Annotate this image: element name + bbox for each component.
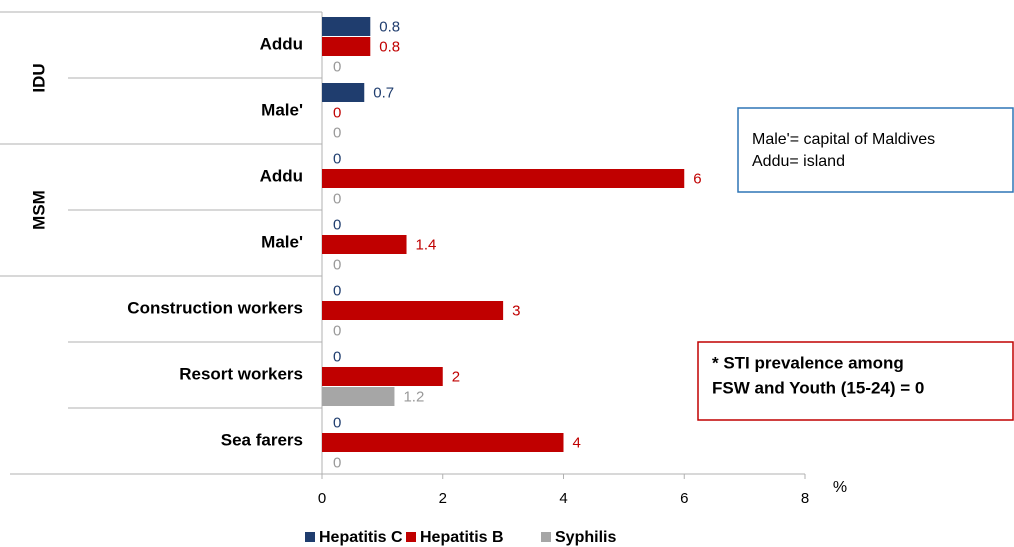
bar (322, 387, 395, 406)
value-label: 0 (333, 454, 341, 471)
x-tick-label: 0 (318, 490, 326, 507)
x-tick-label: 6 (680, 490, 688, 507)
legend-label: Syphilis (555, 529, 616, 546)
value-label: 0.7 (373, 84, 394, 101)
y-tick-label: Sea farers (221, 430, 303, 449)
y-tick-label: Male' (261, 232, 303, 251)
bar (322, 301, 504, 320)
value-label: 0 (333, 348, 341, 365)
bar (322, 169, 685, 188)
value-label: 0.8 (379, 18, 400, 35)
y-tick-label: Resort workers (179, 364, 303, 383)
bar (322, 235, 407, 254)
annotation-box (737, 107, 1014, 193)
value-label: 0 (333, 322, 341, 339)
y-tick-label: Addu (260, 166, 303, 185)
y-tick-label: Male' (261, 100, 303, 119)
legend-swatch (541, 532, 551, 542)
bar (322, 83, 365, 102)
value-label: 1.2 (403, 388, 424, 405)
value-label: 0 (333, 282, 341, 299)
x-tick-label: 4 (559, 490, 567, 507)
x-tick-label: 8 (801, 490, 809, 507)
annotation-text: FSW and Youth (15-24) = 0 (712, 378, 924, 397)
y-tick-label: Addu (260, 34, 303, 53)
legend-swatch (406, 532, 416, 542)
value-label: 0 (333, 414, 341, 431)
x-axis-label: % (833, 479, 847, 496)
value-label: 0 (333, 150, 341, 167)
value-label: 0 (333, 190, 341, 207)
x-tick-label: 2 (439, 490, 447, 507)
group-label: IDU (29, 63, 48, 92)
bar (322, 37, 371, 56)
bar (322, 17, 371, 36)
bar (322, 433, 564, 452)
legend-swatch (305, 532, 315, 542)
group-label: MSM (29, 190, 48, 230)
value-label: 1.4 (416, 236, 437, 253)
value-label: 3 (512, 302, 520, 319)
bar (322, 367, 443, 386)
legend-label: Hepatitis B (420, 529, 504, 546)
legend-label: Hepatitis C (319, 529, 403, 546)
value-label: 2 (452, 368, 460, 385)
annotation-text: Addu= island (752, 153, 845, 170)
value-label: 0 (333, 104, 341, 121)
value-label: 6 (693, 170, 701, 187)
annotation-box (697, 341, 1014, 421)
value-label: 0 (333, 124, 341, 141)
y-tick-label: Construction workers (127, 298, 303, 317)
value-label: 4 (573, 434, 581, 451)
annotation-text: * STI prevalence among (712, 353, 904, 372)
annotation-text: Male'= capital of Maldives (752, 131, 935, 148)
value-label: 0 (333, 216, 341, 233)
value-label: 0.8 (379, 38, 400, 55)
value-label: 0 (333, 58, 341, 75)
value-label: 0 (333, 256, 341, 273)
